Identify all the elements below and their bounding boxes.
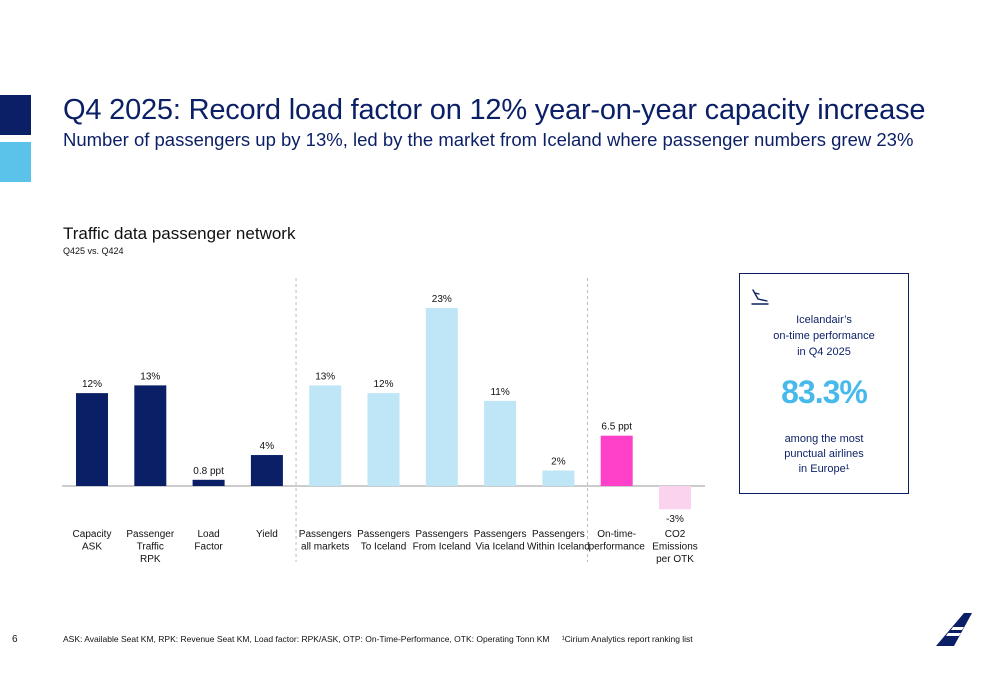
category-label: RPK [140,554,161,565]
data-label: 23% [432,294,452,305]
category-label: Traffic [137,542,164,553]
category-label: performance [589,542,646,553]
page-number: 6 [12,634,18,645]
data-label: 13% [140,371,160,382]
category-label: Emissions [652,542,698,553]
footnote-abbreviations: ASK: Available Seat KM, RPK: Revenue Sea… [63,634,550,644]
chart-subtitle: Q425 vs. Q424 [63,246,124,256]
category-label: Passengers [474,529,527,540]
bar [250,455,283,486]
category-label: ASK [82,542,102,553]
kpi-heading-line: Icelandair’s [796,314,852,326]
category-label: Yield [256,529,278,540]
kpi-note-line: among the most [784,433,864,445]
data-label: 11% [490,387,509,398]
icelandair-logo [936,613,972,646]
category-label: Within Iceland [527,542,590,553]
category-label: Factor [194,542,223,553]
footnote-source: ¹Cirium Analytics report ranking list [561,634,693,644]
category-label: Passenger [126,529,174,540]
kpi-box: Icelandair’s on-time performance in Q4 2… [739,273,909,494]
accent-bar-dark [0,95,31,135]
kpi-heading-line: on-time performance [773,330,875,342]
kpi-value: 83.3% [781,374,868,410]
slide-subtitle: Number of passengers up by 13%, led by t… [63,129,914,150]
category-label: Passengers [415,529,468,540]
kpi-note-line: in Europe¹ [798,463,850,475]
category-label: Passengers [299,529,352,540]
category-label: per OTK [656,554,694,565]
bar [367,393,400,486]
data-label: 12% [82,379,102,390]
data-label: 0.8 ppt [193,466,224,477]
category-label: Passengers [357,529,410,540]
kpi-note: among the most punctual airlines in Euro… [740,432,908,477]
bar [484,400,517,486]
bar [76,393,108,486]
kpi-note-line: punctual airlines [784,448,864,460]
category-label: CO2 [665,529,686,540]
category-label: Capacity [73,529,112,540]
chart-title: Traffic data passenger network [63,224,296,243]
bar [192,479,225,486]
category-label: Load [197,529,219,540]
accent-bar-light [0,142,31,182]
data-label: 13% [315,371,335,382]
data-label: -3% [666,514,684,525]
category-label: From Iceland [413,542,471,553]
bar [134,385,167,486]
bar [600,435,633,486]
bar [542,470,575,486]
kpi-heading-line: in Q4 2025 [797,346,851,358]
bar [309,385,342,486]
data-label: 4% [260,441,275,452]
category-label: To Iceland [361,542,407,553]
category-label: Passengers [532,529,585,540]
slide-title: Q4 2025: Record load factor on 12% year-… [63,94,926,126]
data-label: 12% [373,379,393,390]
footnote: ASK: Available Seat KM, RPK: Revenue Sea… [63,634,693,644]
plane-landing-icon [751,289,769,305]
kpi-heading: Icelandair’s on-time performance in Q4 2… [740,312,908,360]
data-label: 2% [551,457,566,468]
bar [659,486,691,510]
data-label: 6.5 ppt [601,422,632,433]
category-label: Via Iceland [475,542,524,553]
category-label: On-time- [597,529,636,540]
category-label: all markets [301,542,349,553]
bar [425,307,458,486]
